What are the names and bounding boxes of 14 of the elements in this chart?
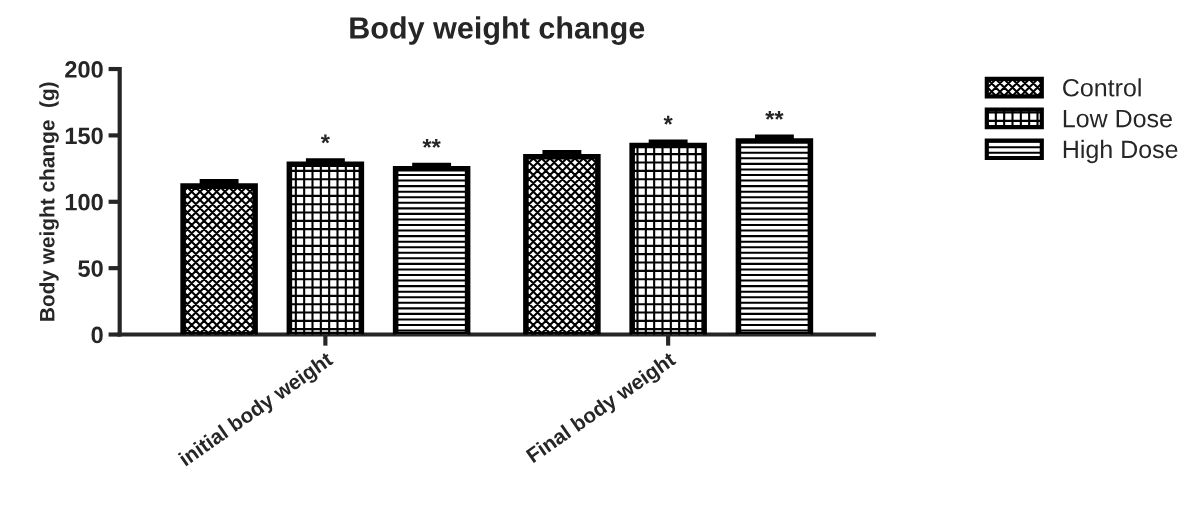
- legend-label: High Dose: [1063, 139, 1178, 164]
- legend-label: Control: [1063, 78, 1141, 97]
- data-label: **: [765, 110, 784, 120]
- y-tick-label: 50: [78, 260, 103, 277]
- legend-label: Low Dose: [1063, 109, 1172, 128]
- chart-title: Body weight change: [350, 16, 645, 45]
- y-tick-label: 100: [65, 193, 103, 211]
- data-label: *: [663, 115, 673, 125]
- data-label: **: [422, 139, 441, 148]
- data-label: *: [320, 134, 330, 144]
- y-tick-label: 200: [65, 61, 103, 78]
- y-axis-title: Body weight change (g): [39, 82, 59, 321]
- y-tick-label: 0: [91, 326, 103, 344]
- y-tick-label: 150: [65, 127, 103, 145]
